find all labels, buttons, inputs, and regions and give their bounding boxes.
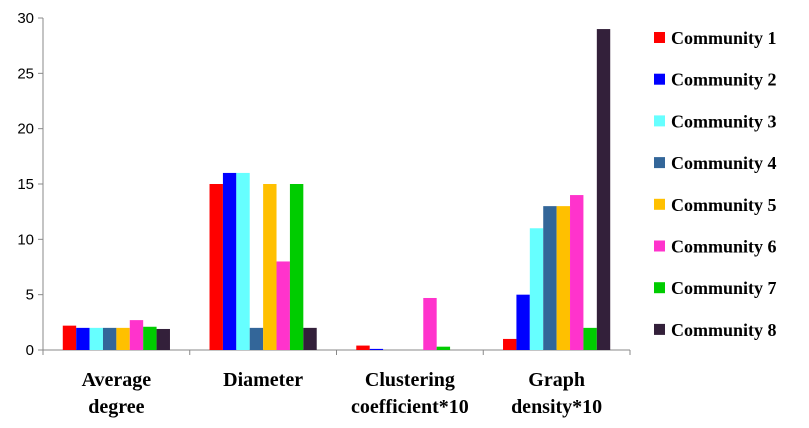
bar: [102, 327, 117, 350]
legend-label: Community 1: [671, 28, 777, 48]
bar: [356, 345, 370, 350]
bar: [583, 327, 597, 350]
bar: [276, 261, 290, 350]
bar: [236, 172, 250, 350]
bar: [516, 294, 530, 350]
bar: [596, 29, 611, 351]
legend-swatch: [654, 282, 665, 294]
bar: [529, 228, 544, 350]
bar: [129, 320, 144, 350]
bar: [209, 184, 223, 350]
bar: [62, 325, 77, 350]
legend-swatch: [654, 240, 665, 252]
bar: [303, 327, 317, 350]
x-category-label: Graph: [528, 369, 585, 391]
x-category-label: degree: [88, 396, 144, 418]
legend-swatch: [654, 115, 665, 127]
y-tick-label: 15: [17, 176, 34, 193]
bar: [289, 184, 304, 350]
legend-label: Community 8: [671, 320, 777, 340]
bar: [263, 184, 277, 350]
bar: [143, 326, 157, 350]
x-category-label: density*10: [511, 396, 602, 418]
bar: [369, 348, 384, 350]
y-tick-label: 25: [17, 65, 34, 82]
bar: [543, 206, 557, 350]
y-tick-label: 20: [17, 121, 34, 138]
bar: [76, 327, 90, 350]
legend-label: Community 4: [671, 153, 777, 173]
legend-swatch: [654, 73, 665, 85]
legend-label: Community 7: [671, 278, 777, 298]
legend-swatch: [654, 323, 665, 335]
y-tick-label: 5: [26, 287, 34, 304]
legend-label: Community 5: [671, 195, 777, 215]
bar: [156, 328, 170, 350]
legend-swatch: [654, 157, 665, 169]
bar: [570, 195, 584, 350]
x-category-label: Average: [82, 369, 152, 391]
bar: [556, 206, 571, 350]
legend-label: Community 3: [671, 111, 777, 131]
x-category-label: Diameter: [223, 369, 303, 391]
bar: [222, 172, 237, 350]
y-tick-label: 0: [26, 342, 34, 359]
bar: [423, 297, 437, 350]
y-tick-label: 10: [17, 231, 34, 248]
legend-swatch: [654, 198, 665, 210]
bar: [116, 327, 130, 350]
x-category-label: coefficient*10: [351, 396, 469, 418]
y-tick-label: 30: [17, 10, 34, 27]
x-category-label: Clustering: [365, 369, 455, 391]
bar: [89, 327, 103, 350]
legend-label: Community 2: [671, 70, 777, 90]
bar: [249, 327, 264, 350]
bar: [436, 346, 451, 350]
legend-swatch: [654, 32, 665, 43]
legend-label: Community 6: [671, 237, 777, 257]
bar: [503, 338, 517, 350]
